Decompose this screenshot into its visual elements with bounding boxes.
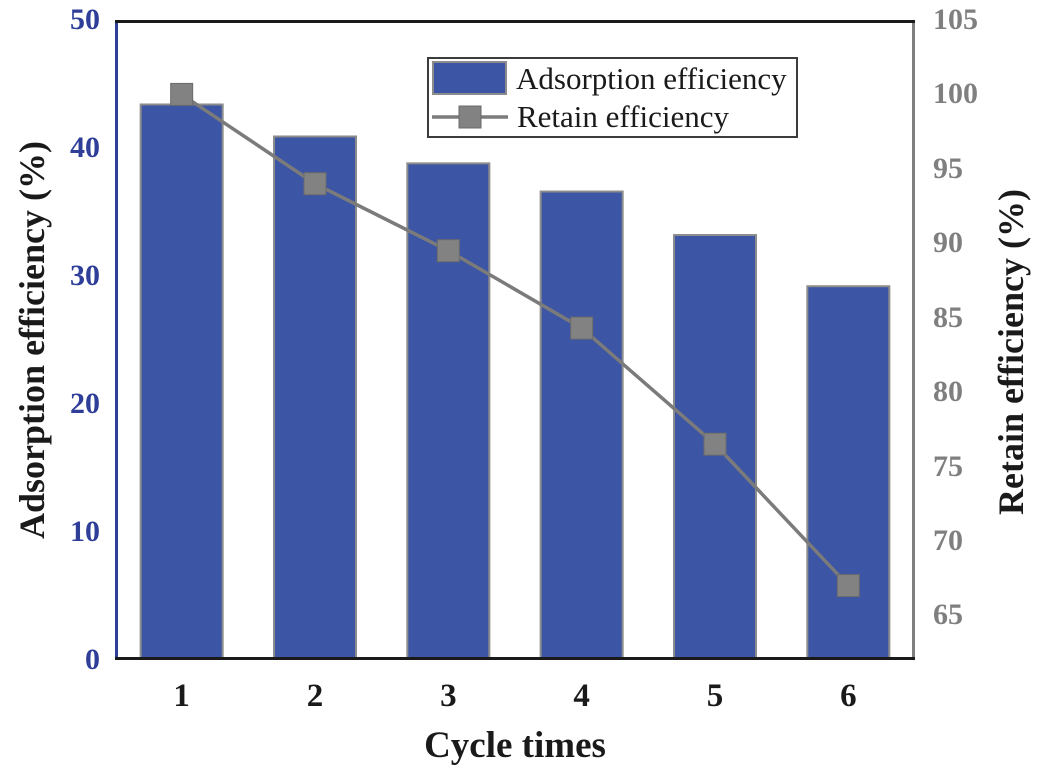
x-axis-tick-3: 3 <box>440 678 457 714</box>
retain-marker-cycle-1 <box>170 82 194 106</box>
right-axis-tick-70: 70 <box>933 523 963 557</box>
right-axis-tick-90: 90 <box>933 226 963 260</box>
right-axis-tick-65: 65 <box>933 598 963 632</box>
adsorption-bar-swatch <box>432 61 507 96</box>
left-axis-tick-20: 20 <box>70 387 100 420</box>
retain-marker-cycle-3 <box>436 239 460 263</box>
x-axis-tick-6: 6 <box>840 678 857 714</box>
x-axis-tick-2: 2 <box>306 678 324 714</box>
right-axis-tick-105: 105 <box>933 3 978 36</box>
left-axis-tick-0: 0 <box>85 643 100 676</box>
left-axis-title: Adsorption efficiency (%) <box>12 141 52 539</box>
retain-marker-cycle-6 <box>836 574 860 598</box>
legend-label-adsorption: Adsorption efficiency <box>516 60 787 96</box>
retain-line-marker-sample <box>432 105 508 129</box>
legend-row-retain: Retain efficiency <box>432 98 796 136</box>
right-axis-tick-80: 80 <box>933 375 963 409</box>
legend-row-adsorption: Adsorption efficiency <box>432 59 796 97</box>
left-axis-tick-40: 40 <box>70 131 100 164</box>
right-axis-tick-85: 85 <box>933 300 963 334</box>
retain-marker-cycle-4 <box>570 316 594 340</box>
left-axis-tick-50: 50 <box>70 3 100 36</box>
right-axis-title: Retain efficiency (%) <box>991 189 1031 515</box>
bar-cycle-6 <box>806 285 891 660</box>
retain-marker-cycle-2 <box>303 172 327 196</box>
legend: Adsorption efficiency Retain efficiency <box>427 57 798 138</box>
left-axis-tick-10: 10 <box>70 515 100 548</box>
retain-marker-cycle-5 <box>703 432 727 456</box>
left-axis-tick-30: 30 <box>70 259 100 292</box>
retain-efficiency-line <box>180 92 850 587</box>
bar-cycle-4 <box>539 190 624 660</box>
right-axis-tick-75: 75 <box>933 449 963 483</box>
x-axis-title: Cycle times <box>424 725 606 766</box>
right-axis-tick-95: 95 <box>933 151 963 185</box>
right-axis-tick-100: 100 <box>933 77 978 111</box>
x-axis-tick-5: 5 <box>706 678 724 714</box>
x-axis-tick-1: 1 <box>173 678 190 714</box>
plot-area <box>115 20 915 660</box>
x-axis-tick-4: 4 <box>573 678 590 714</box>
bar-cycle-2 <box>273 135 357 660</box>
legend-label-retain: Retain efficiency <box>517 99 730 135</box>
bar-cycle-1 <box>139 103 224 660</box>
